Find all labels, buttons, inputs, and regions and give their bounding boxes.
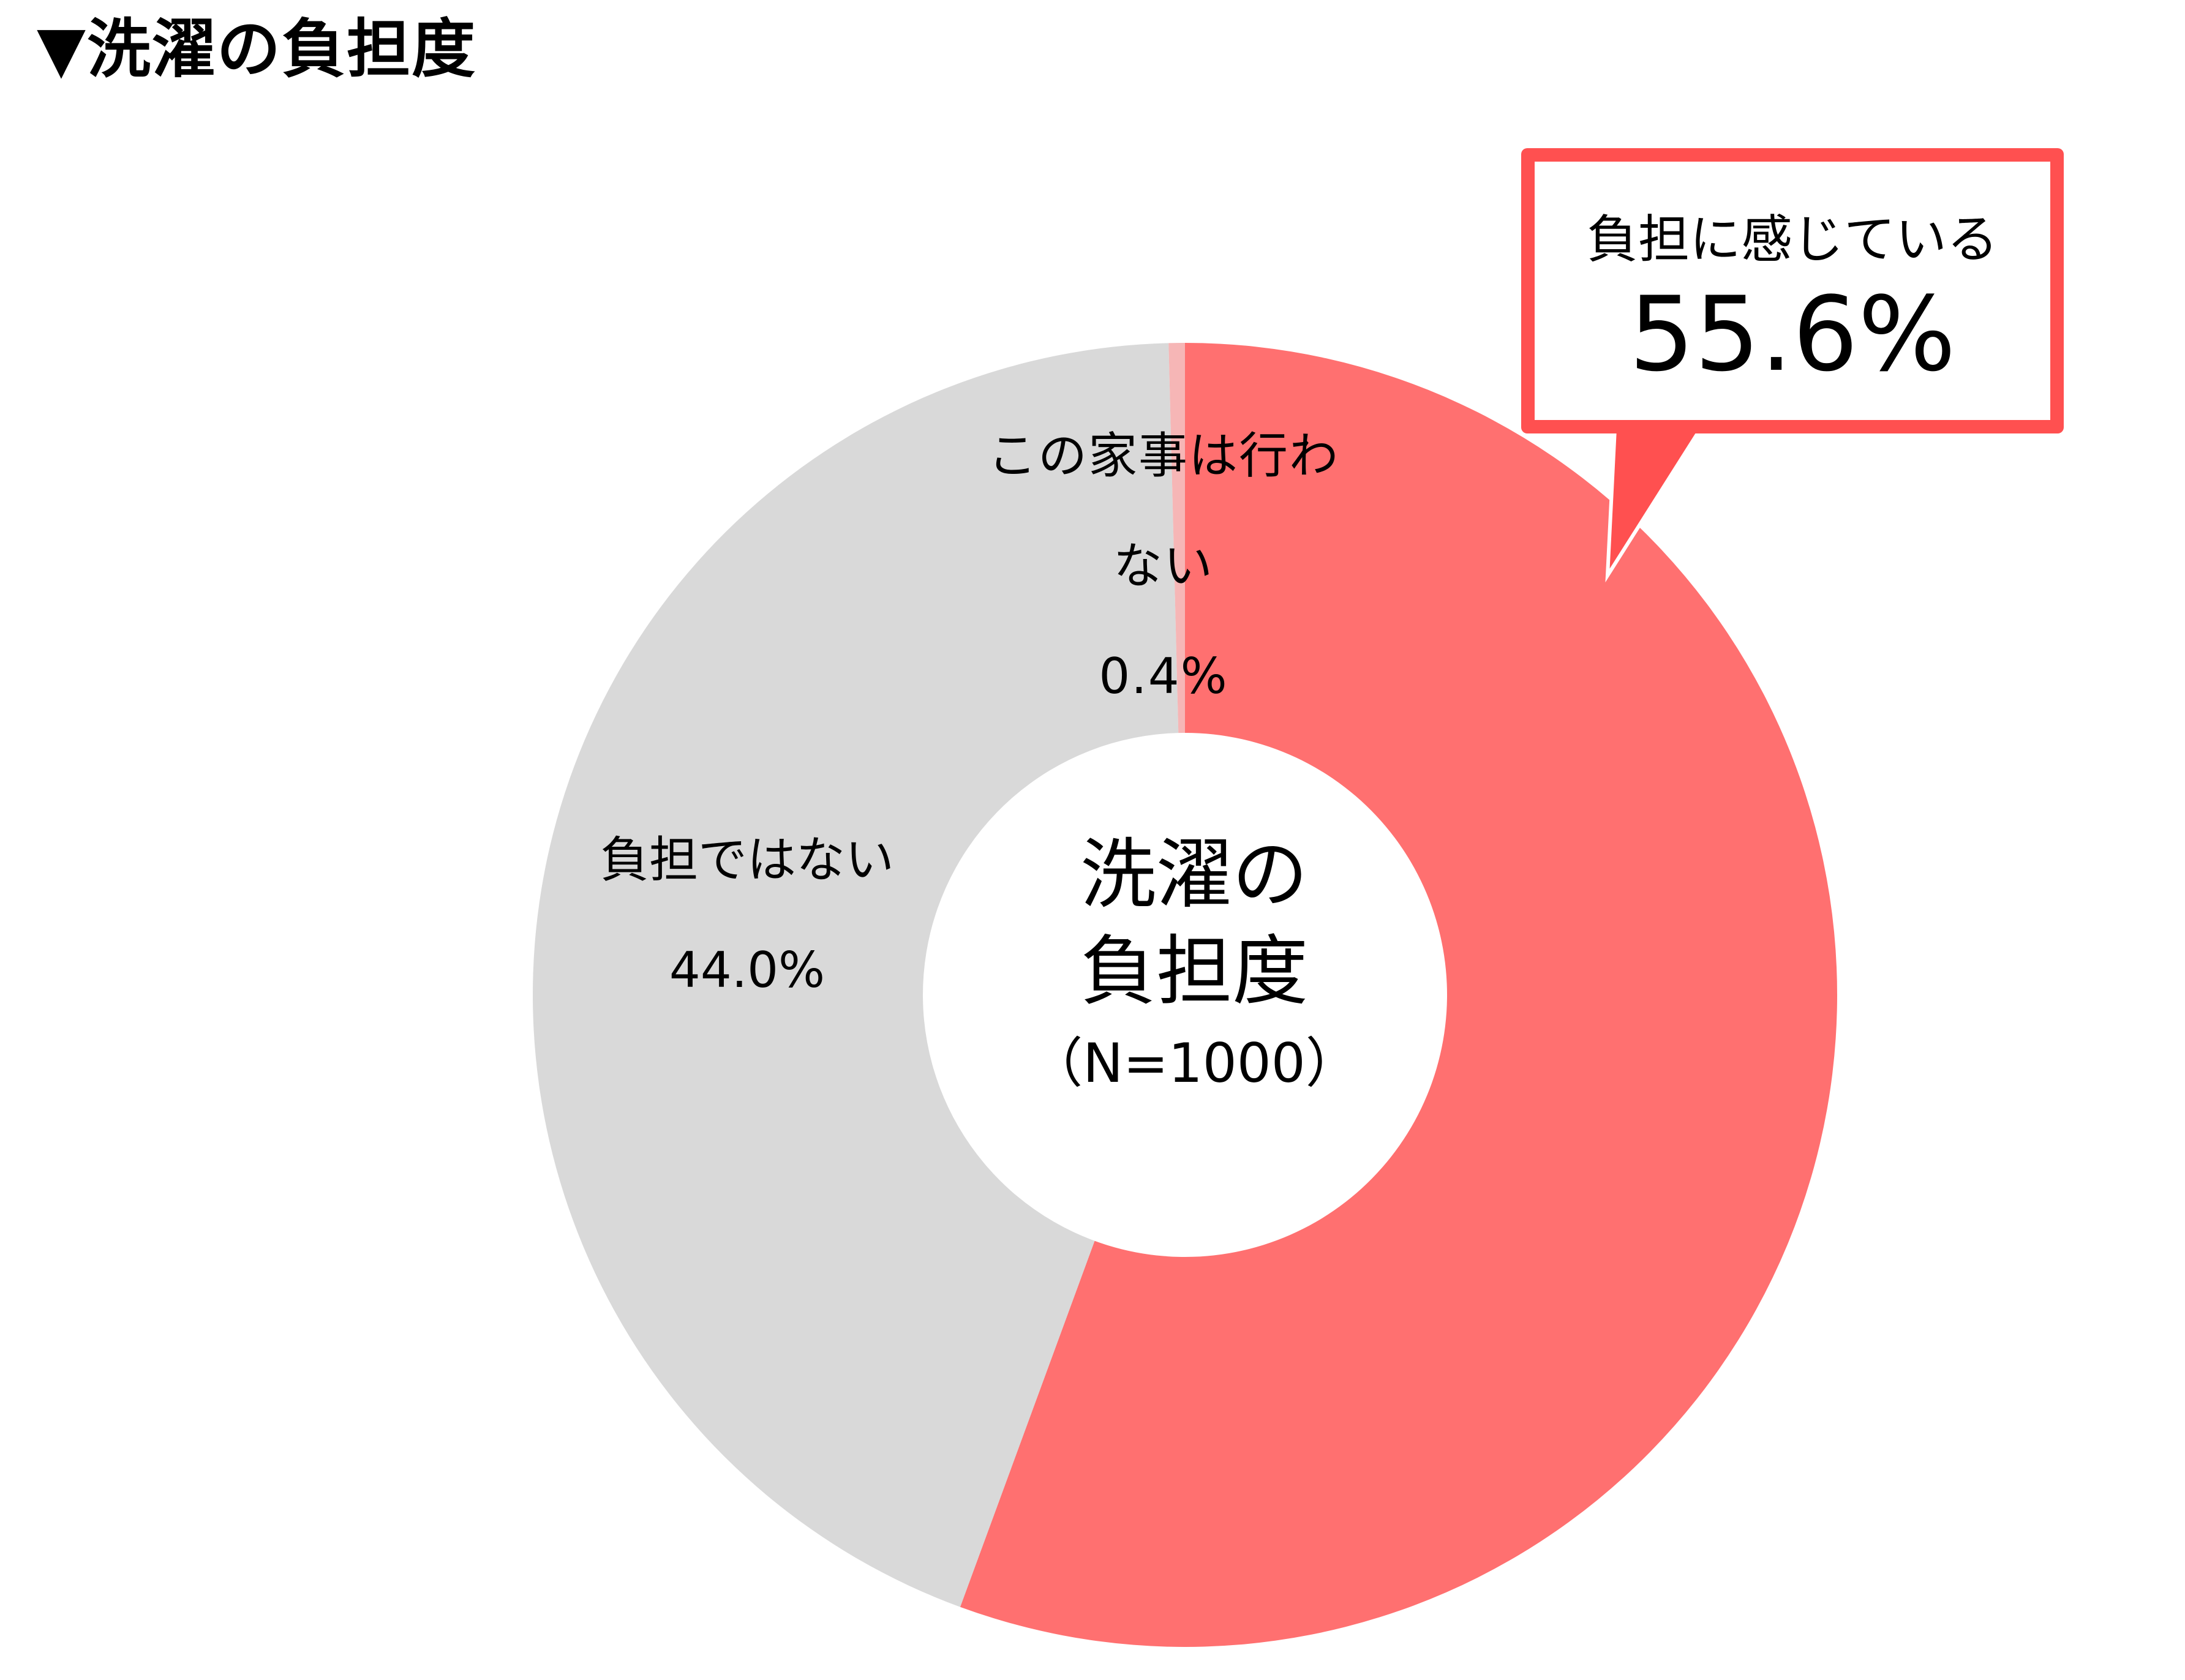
slice-not-done (1168, 343, 1185, 733)
slice-label-not-done: この家事は行わない 0.4% (931, 401, 1396, 732)
donut-center-sample-size: （N=1000） (1029, 1032, 1360, 1095)
donut-center-title: 洗濯の負担度 (1080, 831, 1308, 1016)
callout-burdened: 負担に感じている 55.6% (1521, 148, 2064, 433)
donut-slices (533, 343, 1838, 1648)
slice-label-not-done-name: この家事は行わない (988, 427, 1339, 594)
callout-label: 負担に感じている (1586, 209, 1998, 269)
slice-label-not-done-value: 0.4% (1099, 648, 1228, 705)
page-title: ▼洗濯の負担度 (37, 12, 476, 86)
slice-burdened (960, 343, 1838, 1648)
slice-label-not-burden: 負担ではない 44.0% (551, 805, 943, 1026)
slice-label-not-burden-name: 負担ではない (600, 831, 894, 888)
callout-value: 55.6% (1629, 274, 1956, 394)
slice-label-not-burden-value: 44.0% (669, 942, 825, 999)
donut-center-label: 洗濯の負担度 （N=1000） (961, 827, 1427, 1103)
slice-not-burden (533, 343, 1179, 1607)
